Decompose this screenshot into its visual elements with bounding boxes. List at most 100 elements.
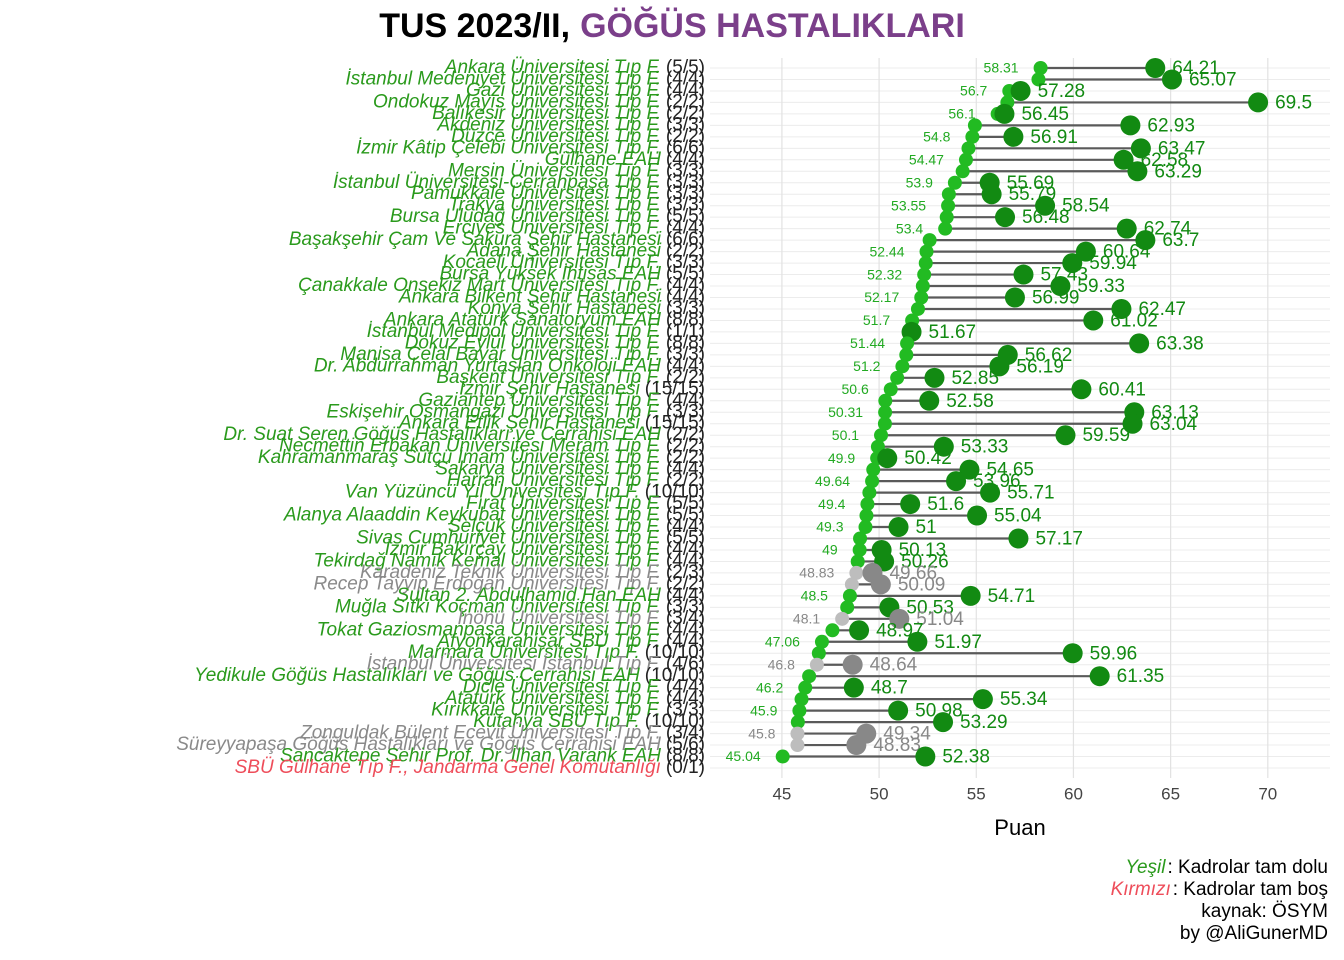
row-label: Trakya Üniversitesi Tıp F. (3/3) bbox=[448, 195, 705, 216]
row-name: Erciyes Üniversitesi Tıp F. bbox=[443, 218, 661, 239]
min-label: 46.8 bbox=[768, 656, 795, 672]
x-axis-label: Puan bbox=[994, 815, 1045, 840]
x-tick-label: 45 bbox=[772, 784, 791, 803]
max-dot bbox=[989, 356, 1010, 377]
max-label: 56.62 bbox=[1025, 345, 1073, 366]
row-name: Çanakkale Onsekiz Mart Üniversitesi Tıp … bbox=[298, 275, 661, 296]
row-quota: (5/5) bbox=[666, 264, 705, 285]
min-dot bbox=[900, 336, 915, 351]
row-quota: (2/2) bbox=[666, 436, 705, 457]
row-quota: (3/3) bbox=[666, 172, 705, 193]
row-name: Kütahya SBÜ Tıp F. bbox=[473, 711, 640, 732]
max-label: 51.97 bbox=[934, 632, 982, 653]
row-quota: (2/3) bbox=[666, 562, 705, 583]
row-name: Ankara Bilkent Şehir Hastanesi bbox=[398, 287, 662, 308]
max-label: 63.13 bbox=[1151, 402, 1199, 423]
max-dot bbox=[1062, 253, 1083, 274]
max-dot bbox=[1145, 58, 1166, 78]
max-dot bbox=[877, 448, 898, 469]
row-quota: (4/4) bbox=[666, 459, 705, 480]
row-name: Ondokuz Mayıs Üniversitesi Tıp F. bbox=[373, 91, 661, 112]
max-dot bbox=[946, 471, 967, 492]
row-label: Balıkesir Üniversitesi Tıp F. (2/2) bbox=[432, 103, 705, 124]
row-name: Kocaeli Üniversitesi Tıp F. bbox=[443, 252, 661, 273]
row-quota: (5/5) bbox=[666, 206, 705, 227]
min-dot bbox=[865, 474, 880, 489]
row-label: Manisa Celal Bayar Üniversitesi Tıp F. (3… bbox=[340, 344, 705, 365]
min-label: 52.44 bbox=[869, 243, 904, 259]
row-label: Dicle Üniversitesi Tıp F. (4/4) bbox=[463, 677, 705, 698]
min-dot bbox=[835, 611, 850, 626]
min-label: 48.5 bbox=[801, 588, 828, 604]
row-name: Harran Üniversitesi Tıp F. bbox=[447, 470, 661, 491]
source: kaynak: ÖSYM bbox=[1201, 901, 1328, 922]
max-label: 60.41 bbox=[1098, 379, 1146, 400]
row-label: Afyonkarahisar SBÜ Tıp F. (4/4) bbox=[436, 631, 705, 652]
min-dot bbox=[874, 428, 889, 443]
x-tick-label: 60 bbox=[1064, 784, 1083, 803]
row-label: Başakşehir Çam Ve Sakura Şehir Hastanesi… bbox=[289, 229, 705, 250]
min-label: 51.7 bbox=[863, 312, 890, 328]
row-label: Ankara Üniversitesi Tıp F. (5/5) bbox=[444, 57, 705, 78]
row-name: Mersin Üniversitesi Tıp F. bbox=[448, 160, 661, 181]
min-dot bbox=[825, 623, 840, 638]
row-name: Pamukkale Üniversitesi Tıp F. bbox=[411, 183, 661, 204]
row-quota: (4/4) bbox=[666, 149, 705, 170]
row-label: Yedikule Göğüs Hastalıkları ve Göğüs Cer… bbox=[194, 665, 705, 686]
max-label: 50.13 bbox=[899, 540, 947, 561]
min-dot bbox=[890, 370, 905, 385]
row-name: Zonguldak Bülent Ecevit Üniversitesi Tıp… bbox=[299, 723, 661, 744]
min-dot bbox=[941, 187, 956, 202]
min-dot bbox=[899, 347, 914, 362]
marks: Ankara Üniversitesi Tıp F. (5/5)İstanbul … bbox=[176, 57, 1312, 778]
min-dot bbox=[965, 129, 980, 144]
row-quota: (3/3) bbox=[666, 252, 705, 273]
row-label: Eskişehir Osmangazi Üniversitesi Tıp F.(… bbox=[327, 401, 705, 422]
row-label: Van Yüzüncü Yıl Üniversitesi Tıp F. (10/1… bbox=[345, 482, 705, 503]
max-dot bbox=[972, 689, 993, 710]
max-label: 48.7 bbox=[871, 678, 908, 699]
x-tick-label: 50 bbox=[870, 784, 889, 803]
row-quota: (3/4) bbox=[666, 723, 705, 744]
row-quota: (2/2) bbox=[666, 367, 705, 388]
row-label: İzmir Şehir Hastanesi (15/15) bbox=[459, 378, 705, 399]
row-quota: (3/3) bbox=[666, 183, 705, 204]
row-name: İzmir Kâtip Çelebi Üniversitesi Tıp F. bbox=[356, 137, 661, 158]
row-name: Ankara Üniversitesi Tıp F. bbox=[444, 57, 661, 78]
row-label: Adana Şehir Hastanesi (2/2) bbox=[466, 241, 705, 262]
max-dot bbox=[888, 700, 909, 721]
max-label: 63.29 bbox=[1154, 161, 1202, 182]
row-label: Recep Tayyip Erdoğan Üniversitesi Tıp F.… bbox=[313, 573, 705, 594]
max-dot bbox=[1008, 528, 1029, 549]
row-quota: (3/3) bbox=[666, 401, 705, 422]
row-label: Necmettin Erbakan Üniversitesi Meram Tıp… bbox=[279, 436, 705, 457]
row-name: Sivas Cumhuriyet Üniversitesi Tıp F. bbox=[356, 528, 661, 549]
note-key: Yeşil bbox=[1125, 857, 1166, 878]
max-label: 60.64 bbox=[1103, 242, 1151, 263]
row-quota: (2/2) bbox=[666, 470, 705, 491]
row-name: Gülhane EAH bbox=[545, 149, 661, 170]
min-label: 49.9 bbox=[828, 450, 855, 466]
max-dot bbox=[933, 436, 954, 457]
row-name: Muğla Sıtkı Koçman Üniversitesi Tıp F. bbox=[335, 596, 661, 617]
row-quota: (4/4) bbox=[666, 688, 705, 709]
row-name: Bursa Yüksek İhtisas EAH bbox=[440, 264, 662, 285]
row-label: Sivas Cumhuriyet Üniversitesi Tıp F. (5/5… bbox=[356, 528, 705, 549]
row-label: İzmir Kâtip Çelebi Üniversitesi Tıp F. (6… bbox=[356, 137, 705, 158]
max-dot bbox=[849, 620, 870, 641]
min-label: 49.64 bbox=[815, 473, 850, 489]
row-quota: (3/3) bbox=[666, 114, 705, 135]
max-dot bbox=[959, 459, 980, 480]
max-dot bbox=[960, 585, 981, 606]
row-name: Necmettin Erbakan Üniversitesi Meram Tıp… bbox=[279, 436, 661, 457]
min-dot bbox=[958, 152, 973, 167]
max-dot bbox=[1010, 80, 1031, 101]
row-label: Konya Şehir Hastanesi (3/3) bbox=[468, 298, 705, 319]
row-label: Erciyes Üniversitesi Tıp F. (4/4) bbox=[443, 218, 705, 239]
max-label: 54.65 bbox=[986, 460, 1034, 481]
row-label: Ankara Atatürk Sanatoryum EAH (8/8) bbox=[383, 309, 705, 330]
min-dot bbox=[955, 164, 970, 179]
row-quota: (5/5) bbox=[666, 528, 705, 549]
row-quota: (5/6) bbox=[666, 734, 705, 755]
